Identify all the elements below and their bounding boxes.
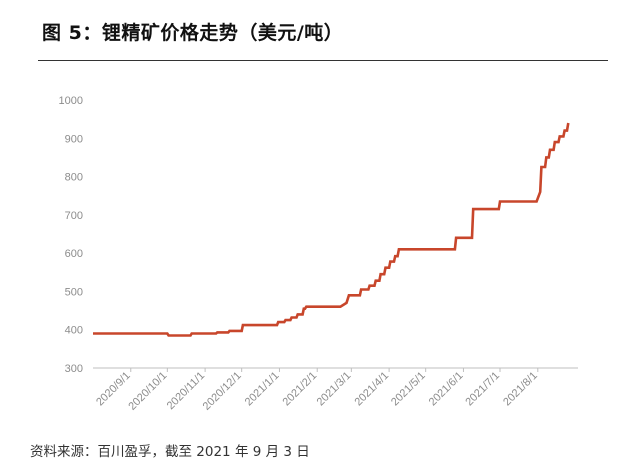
y-tick-label: 700 bbox=[65, 210, 83, 222]
x-tick-label: 2021/8/1 bbox=[501, 370, 540, 409]
y-tick-label: 400 bbox=[65, 325, 83, 337]
x-tick-label: 2021/7/1 bbox=[463, 370, 502, 409]
x-tick-label: 2021/6/1 bbox=[427, 370, 466, 409]
x-tick-label: 2021/3/1 bbox=[315, 370, 354, 409]
x-tick-label: 2021/4/1 bbox=[352, 370, 391, 409]
y-tick-label: 1000 bbox=[59, 95, 83, 107]
y-axis: 300 400 500 600 700 800 900 1000 bbox=[59, 95, 83, 375]
chart-title: 图 5：锂精矿价格走势（美元/吨） bbox=[42, 22, 344, 44]
x-tick-label: 2021/1/1 bbox=[243, 370, 282, 409]
plot-area bbox=[93, 122, 570, 337]
y-tick-label: 900 bbox=[65, 133, 83, 145]
title-divider bbox=[38, 60, 608, 61]
y-tick-label: 800 bbox=[65, 172, 83, 184]
y-tick-label: 600 bbox=[65, 248, 83, 260]
y-tick-label: 300 bbox=[65, 363, 83, 375]
x-tick-label: 2021/2/1 bbox=[281, 370, 320, 409]
source-note: 资料来源：百川盈孚，截至 2021 年 9 月 3 日 bbox=[30, 444, 310, 460]
y-tick-label: 500 bbox=[65, 286, 83, 298]
x-tick-label: 2021/5/1 bbox=[389, 370, 428, 409]
x-tick-label: 2020/12/1 bbox=[201, 370, 244, 413]
x-tick-label: 2020/10/1 bbox=[126, 370, 169, 413]
price-series-line bbox=[93, 122, 570, 337]
